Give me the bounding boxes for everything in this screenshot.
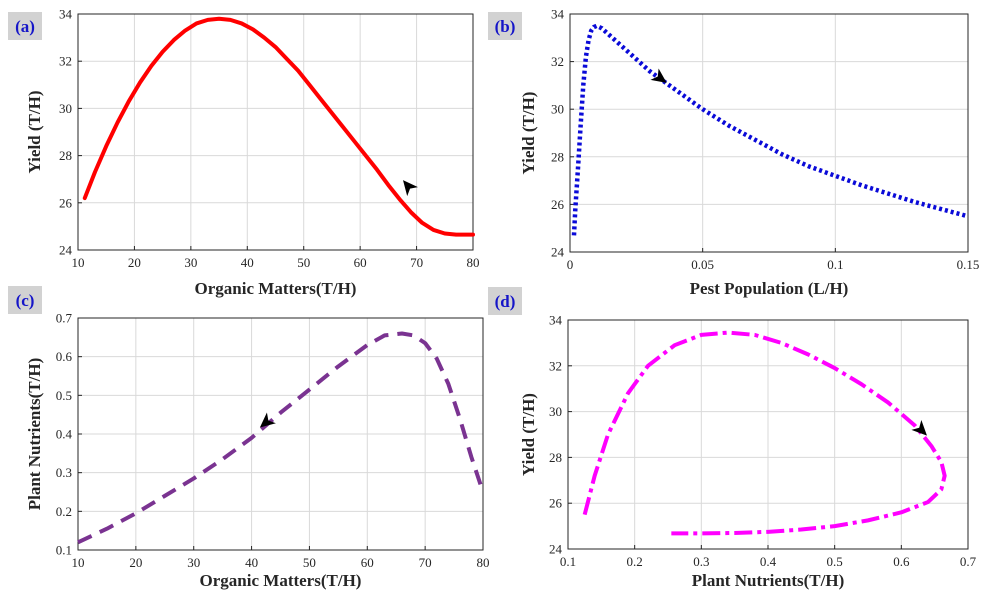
x-tick-label: 70 — [410, 255, 423, 270]
panel-label-text: (b) — [495, 17, 516, 36]
x-axis-label: Plant Nutrients(T/H) — [692, 571, 845, 590]
y-tick-label: 32 — [549, 358, 562, 373]
y-tick-label: 34 — [549, 313, 563, 328]
y-tick-label: 32 — [551, 54, 564, 69]
y-axis-label: Yield (T/H) — [519, 393, 538, 476]
y-tick-label: 26 — [549, 496, 563, 511]
x-tick-label: 0.4 — [760, 554, 777, 569]
x-tick-label: 0 — [567, 257, 574, 272]
y-axis-label: Yield (T/H) — [519, 92, 538, 175]
panel-d: 0.1 0.2 0.3 0.4 0.5 0.6 0.7 24 26 28 30 32 34 Plant N… — [488, 287, 977, 590]
panel-label-a: (a) — [8, 12, 42, 40]
panel-label-text: (a) — [15, 17, 35, 36]
x-tick-label: 40 — [245, 555, 258, 570]
x-tick-label: 60 — [361, 555, 374, 570]
panel-label-c: (c) — [8, 286, 42, 314]
y-tick-label: 26 — [59, 195, 73, 210]
y-tick-label: 0.1 — [56, 543, 72, 558]
y-tick-label: 30 — [59, 101, 72, 116]
x-tick-label: 0.3 — [693, 554, 709, 569]
y-tick-label: 32 — [59, 54, 72, 69]
axes-box — [77, 13, 474, 251]
gridlines — [77, 317, 484, 551]
y-tick-label: 0.7 — [56, 311, 73, 326]
x-tick-label: 40 — [241, 255, 254, 270]
direction-arrow-icon — [911, 420, 927, 436]
y-tick-label: 28 — [549, 450, 562, 465]
direction-arrow-icon — [650, 68, 667, 83]
series-line-a — [82, 16, 475, 237]
axes-box — [569, 13, 969, 253]
series-line-c — [77, 331, 485, 545]
x-tick-label: 0.2 — [627, 554, 643, 569]
x-tick-label: 80 — [477, 555, 490, 570]
panel-label-text: (c) — [16, 291, 35, 310]
panel-label-b: (b) — [488, 12, 522, 40]
x-tick-label: 0.1 — [827, 257, 843, 272]
x-tick-label: 50 — [297, 255, 310, 270]
x-tick-label: 0.1 — [560, 554, 576, 569]
x-tick-label: 30 — [184, 255, 197, 270]
x-axis-label: Pest Population (L/H) — [690, 279, 849, 298]
y-tick-label: 28 — [551, 149, 564, 164]
x-tick-label: 20 — [128, 255, 141, 270]
x-tick-label: 10 — [72, 555, 85, 570]
panel-label-background — [488, 12, 522, 40]
series-line-b — [571, 23, 969, 236]
y-tick-label: 0.2 — [56, 504, 72, 519]
y-axis-label: Plant Nutrients(T/H) — [25, 358, 44, 511]
y-tick-label: 34 — [551, 7, 565, 22]
y-tick-label: 24 — [59, 243, 73, 258]
x-tick-label: 70 — [419, 555, 432, 570]
panel-label-background — [488, 287, 522, 315]
direction-arrow-icon — [259, 412, 276, 428]
y-tick-label: 24 — [551, 245, 565, 260]
x-tick-label: 0.6 — [893, 554, 910, 569]
x-tick-label: 20 — [129, 555, 142, 570]
y-tick-label: 0.3 — [56, 465, 72, 480]
gridlines — [569, 13, 969, 253]
x-tick-label: 50 — [303, 555, 316, 570]
y-tick-label: 24 — [549, 542, 563, 557]
y-tick-label: 30 — [549, 404, 562, 419]
x-tick-label: 10 — [72, 255, 85, 270]
y-tick-label: 0.4 — [56, 427, 73, 442]
y-tick-label: 28 — [59, 148, 72, 163]
panel-label-d: (d) — [488, 287, 522, 315]
gridlines — [567, 319, 969, 550]
x-tick-label: 0.5 — [827, 554, 843, 569]
x-tick-label: 80 — [467, 255, 480, 270]
x-tick-label: 60 — [354, 255, 367, 270]
panel-c: 10 20 30 40 50 60 70 80 0.1 0.2 0.3 0.4 0.5 0.6 0.7 Org… — [8, 286, 490, 590]
x-axis-label: Organic Matters(T/H) — [195, 279, 357, 298]
panel-b: 0 0.05 0.1 0.15 24 26 28 30 32 34 Pest Population … — [488, 7, 980, 298]
x-axis-label: Organic Matters(T/H) — [200, 571, 362, 590]
panel-a: 10 20 30 40 50 60 70 80 24 26 28 30 32 34 Organic Matt… — [8, 7, 480, 298]
y-tick-label: 0.5 — [56, 388, 72, 403]
y-axis-label: Yield (T/H) — [25, 91, 44, 174]
y-tick-label: 0.6 — [56, 349, 73, 364]
direction-arrow-icon — [402, 180, 418, 197]
panel-label-text: (d) — [495, 292, 516, 311]
y-tick-label: 30 — [551, 102, 564, 117]
panel-label-background — [8, 12, 42, 40]
x-tick-label: 0.15 — [957, 257, 980, 272]
panel-label-background — [8, 286, 42, 314]
x-tick-label: 0.05 — [691, 257, 714, 272]
x-tick-label: 30 — [187, 555, 200, 570]
y-tick-label: 34 — [59, 7, 73, 22]
x-tick-label: 0.7 — [960, 554, 977, 569]
y-tick-label: 26 — [551, 197, 565, 212]
